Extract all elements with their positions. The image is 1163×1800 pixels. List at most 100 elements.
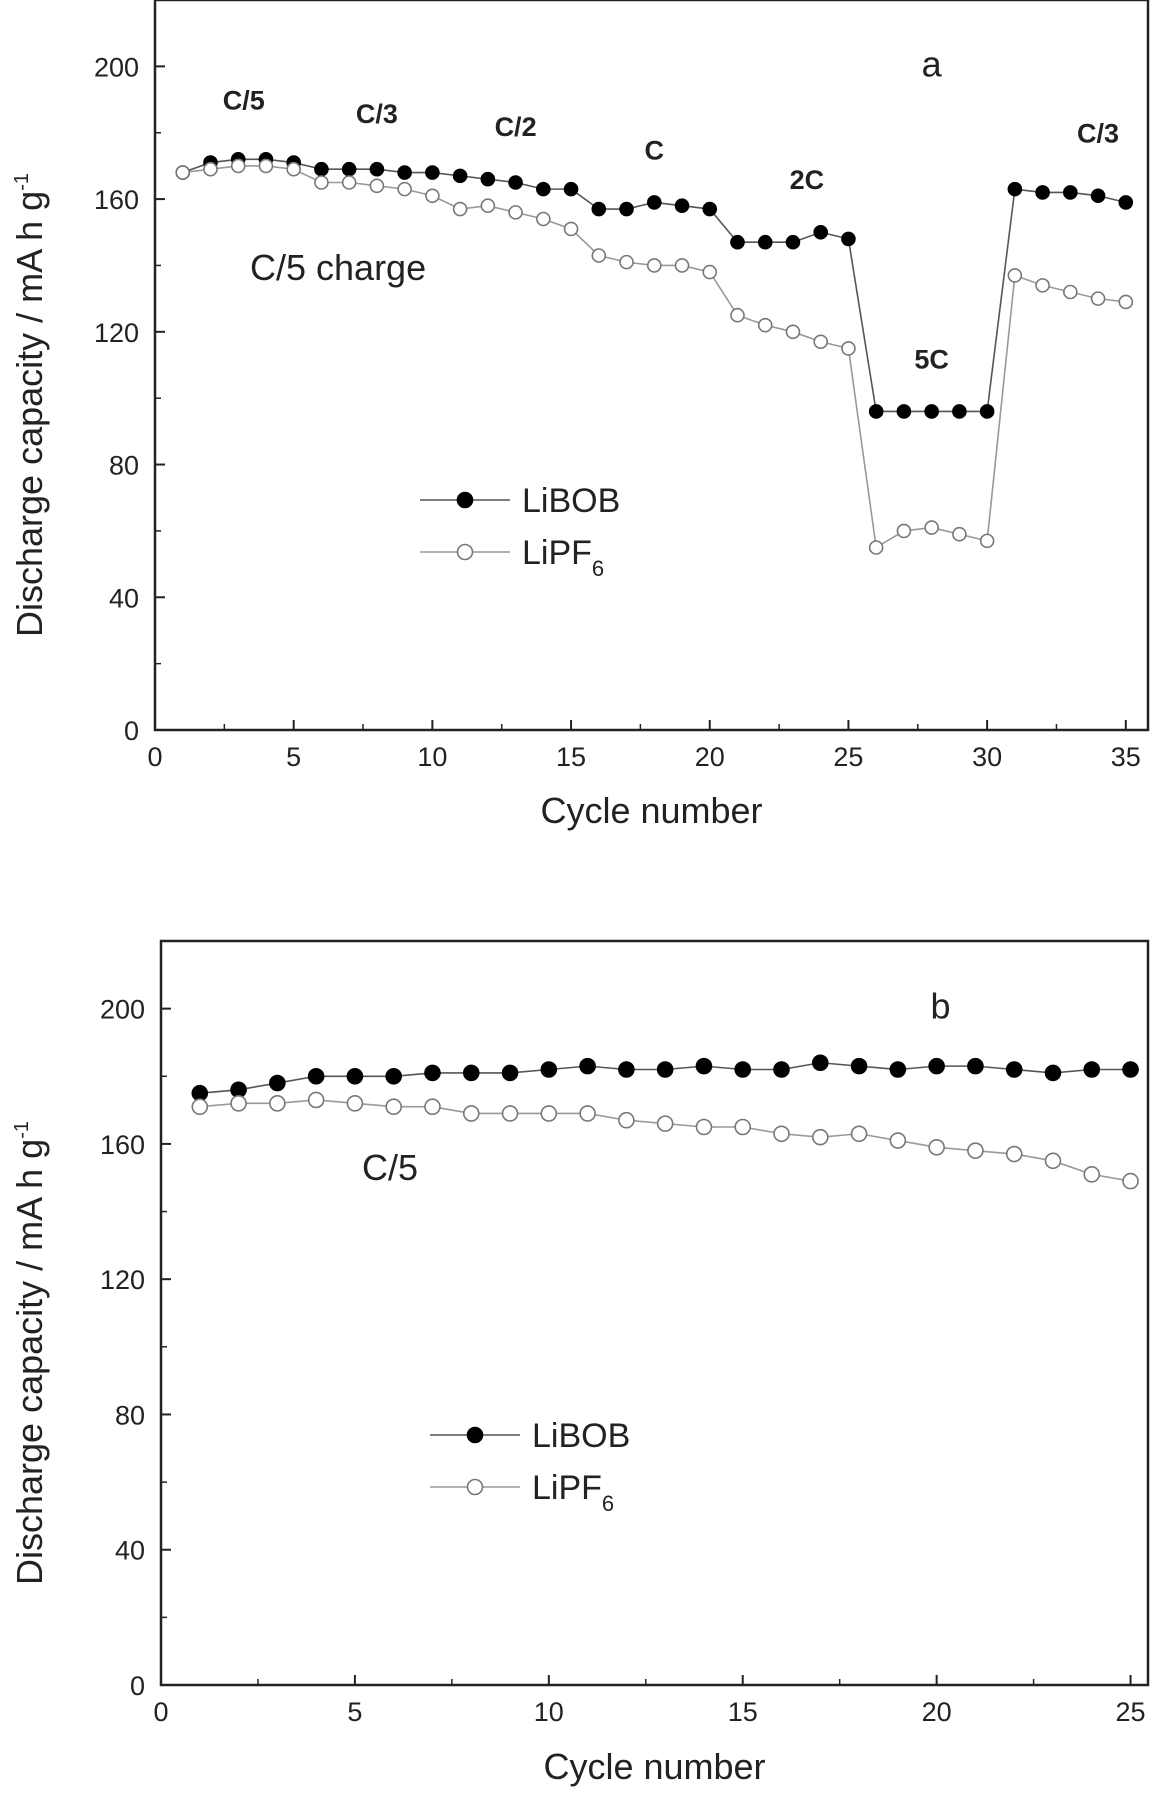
data-point bbox=[462, 1064, 480, 1082]
data-point bbox=[1083, 1061, 1101, 1078]
data-point bbox=[1063, 284, 1078, 300]
x-tick-label: 35 bbox=[1111, 742, 1141, 772]
y-axis-label: Discharge capacity / mA h g-1 bbox=[9, 1121, 50, 1585]
data-point bbox=[369, 161, 385, 177]
data-point bbox=[314, 161, 329, 177]
series-line bbox=[199, 1099, 1131, 1182]
condition-note: C/5 charge bbox=[250, 247, 426, 288]
data-point bbox=[269, 1074, 286, 1092]
rate-annotation: C/5 bbox=[223, 86, 265, 116]
legend-entry: LiBOB bbox=[430, 1417, 630, 1455]
data-point bbox=[734, 1061, 752, 1078]
data-point bbox=[1122, 1172, 1139, 1190]
panel-label: b bbox=[931, 986, 951, 1027]
series-lipf6 bbox=[175, 158, 1134, 555]
data-point bbox=[540, 1105, 558, 1122]
rate-annotation: C bbox=[645, 135, 665, 165]
data-point bbox=[1090, 188, 1106, 204]
series-libob bbox=[175, 151, 1134, 419]
data-point bbox=[369, 178, 385, 194]
data-point bbox=[646, 195, 662, 210]
rate-annotation: 5C bbox=[914, 344, 949, 374]
data-point bbox=[868, 404, 884, 419]
legend-marker bbox=[456, 543, 474, 561]
data-point bbox=[1044, 1152, 1062, 1170]
data-point bbox=[1035, 278, 1050, 293]
data-point bbox=[695, 1118, 713, 1136]
data-point bbox=[1118, 294, 1134, 310]
y-tick-label: 80 bbox=[109, 451, 139, 481]
legend-marker bbox=[466, 1426, 484, 1444]
legend-label: LiBOB bbox=[522, 482, 620, 520]
data-point bbox=[452, 201, 468, 217]
data-point bbox=[702, 264, 718, 280]
rate-annotation: 2C bbox=[790, 165, 825, 195]
x-tick-label: 5 bbox=[286, 742, 301, 772]
data-point bbox=[773, 1125, 790, 1143]
data-point bbox=[591, 248, 607, 263]
data-point bbox=[563, 221, 579, 237]
rate-annotation: C/3 bbox=[1077, 119, 1119, 149]
data-point bbox=[896, 523, 912, 539]
x-tick-label: 10 bbox=[534, 1697, 564, 1727]
x-tick-label: 15 bbox=[556, 742, 586, 772]
y-tick-label: 160 bbox=[94, 185, 139, 215]
data-point bbox=[841, 341, 856, 356]
y-tick-label: 40 bbox=[115, 1536, 145, 1566]
data-point bbox=[536, 181, 551, 197]
data-point bbox=[785, 324, 801, 340]
data-point bbox=[619, 254, 634, 270]
data-point bbox=[424, 1064, 441, 1082]
data-point bbox=[563, 181, 579, 197]
data-point bbox=[730, 234, 745, 250]
data-point bbox=[979, 533, 995, 549]
data-point bbox=[813, 334, 828, 350]
data-point bbox=[841, 231, 856, 247]
data-point bbox=[385, 1067, 402, 1085]
data-point bbox=[889, 1061, 907, 1078]
data-point bbox=[928, 1138, 945, 1156]
x-tick-label: 30 bbox=[972, 742, 1002, 772]
x-tick-label: 0 bbox=[153, 1697, 168, 1727]
data-point bbox=[508, 175, 523, 190]
x-tick-label: 10 bbox=[417, 742, 447, 772]
data-point bbox=[967, 1057, 984, 1075]
data-point bbox=[1118, 195, 1134, 210]
data-point bbox=[757, 317, 773, 333]
data-point bbox=[385, 1098, 402, 1116]
x-axis-label: Cycle number bbox=[543, 1746, 765, 1787]
series-line bbox=[182, 165, 1126, 549]
data-point bbox=[314, 175, 329, 190]
y-axis-label-superscript: -1 bbox=[11, 1121, 33, 1139]
data-point bbox=[1063, 185, 1078, 200]
data-point bbox=[695, 1057, 713, 1075]
y-tick-label: 120 bbox=[94, 318, 139, 348]
legend-entry: LiPF6 bbox=[430, 1469, 614, 1516]
data-point bbox=[757, 234, 773, 250]
series-libob bbox=[191, 1054, 1139, 1102]
data-point bbox=[480, 198, 496, 214]
data-point bbox=[785, 234, 801, 250]
data-point bbox=[952, 526, 967, 542]
series-lipf6 bbox=[191, 1091, 1139, 1190]
data-point bbox=[924, 520, 939, 535]
data-point bbox=[967, 1142, 984, 1159]
data-point bbox=[1122, 1061, 1139, 1078]
data-point bbox=[850, 1057, 868, 1075]
data-point bbox=[889, 1132, 907, 1149]
data-point bbox=[203, 161, 218, 177]
x-tick-label: 0 bbox=[147, 742, 162, 772]
data-point bbox=[536, 211, 551, 227]
data-point bbox=[928, 1057, 945, 1075]
data-point bbox=[618, 1061, 635, 1078]
x-axis-label: Cycle number bbox=[540, 790, 762, 831]
rate-annotation: C/2 bbox=[495, 112, 537, 142]
data-point bbox=[618, 1111, 635, 1129]
data-point bbox=[397, 165, 412, 180]
data-point bbox=[501, 1064, 519, 1082]
legend-entry: LiPF6 bbox=[420, 534, 604, 581]
data-point bbox=[924, 404, 939, 419]
data-point bbox=[1090, 291, 1106, 306]
data-point bbox=[424, 1098, 441, 1116]
legend-label-subscript: 6 bbox=[592, 556, 604, 581]
